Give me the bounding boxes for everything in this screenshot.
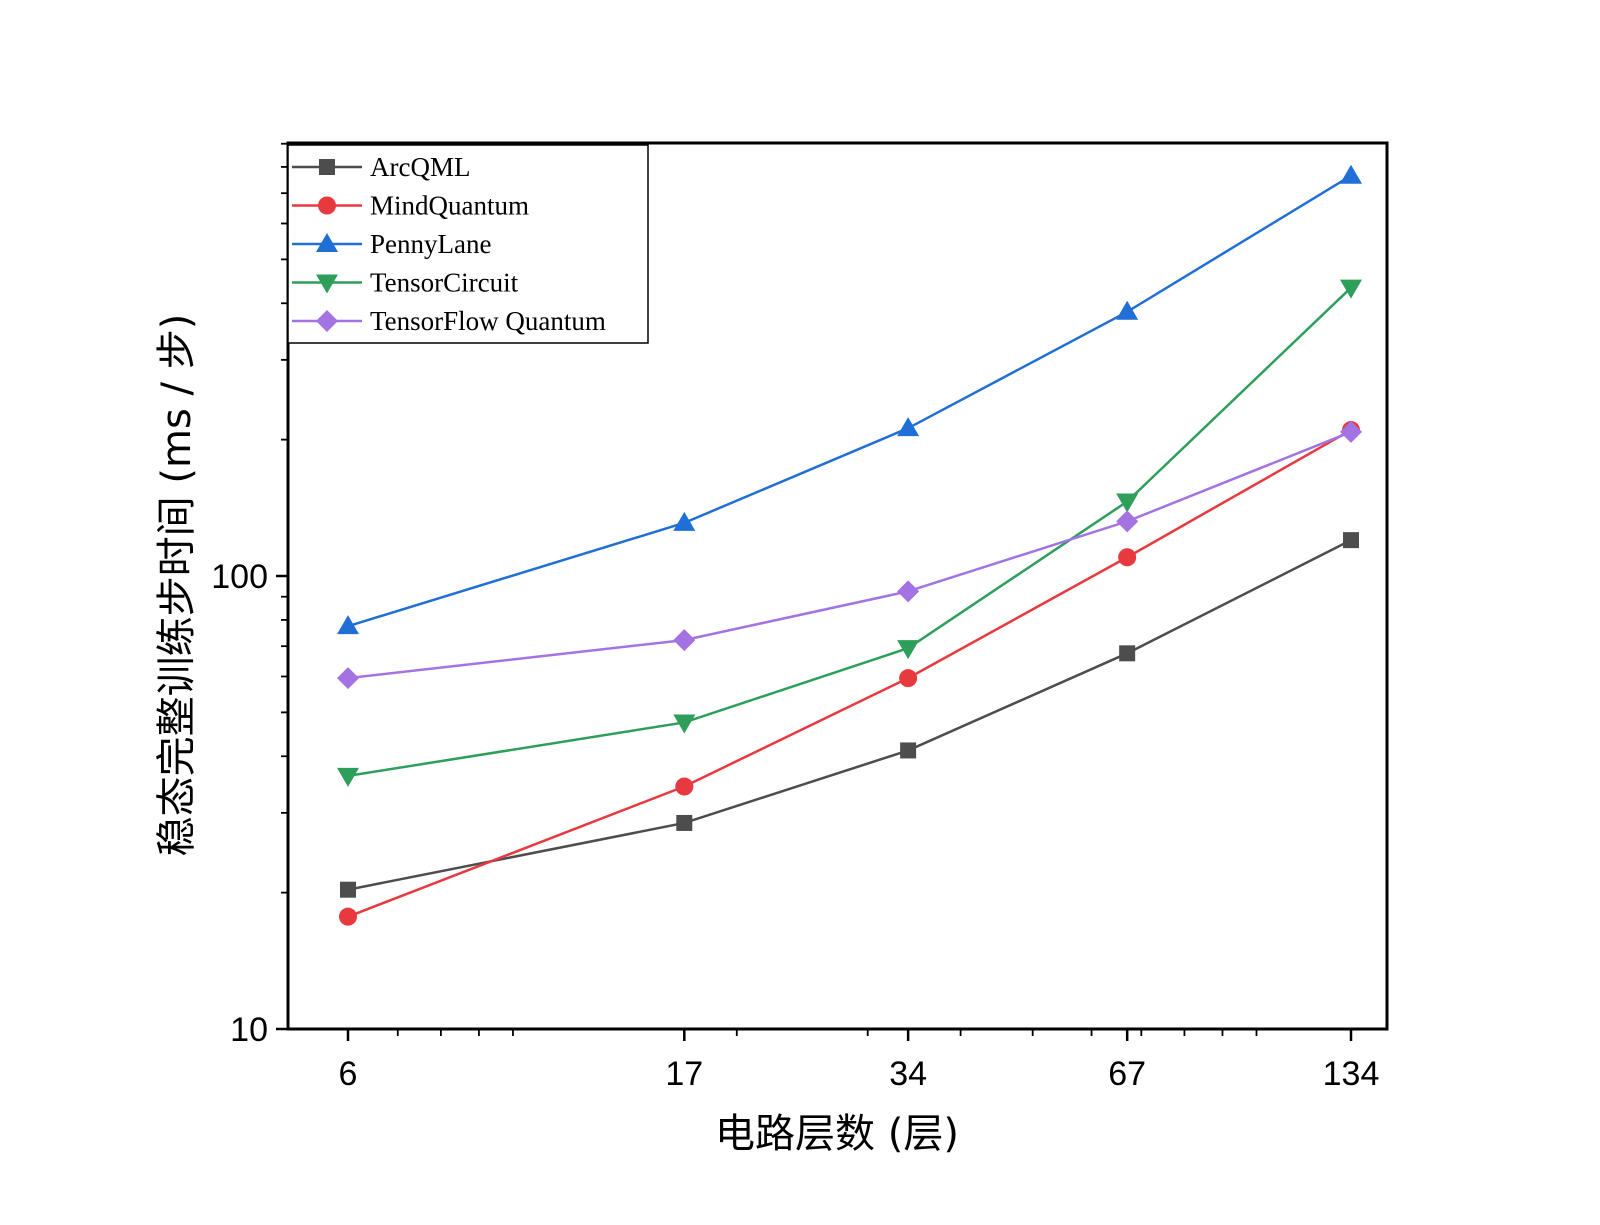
mindquantum-point: [339, 907, 357, 926]
legend-label: MindQuantum: [370, 191, 529, 221]
legend-entry-pennylane: PennyLane: [292, 229, 491, 259]
legend-entry-arcqml: ArcQML: [292, 152, 470, 182]
y-tick-label: 100: [211, 558, 268, 596]
y-tick-label: 10: [230, 1011, 268, 1049]
tensorcircuit-point: [897, 640, 920, 660]
tensorcircuit-point: [1340, 279, 1362, 299]
pennylane-point: [673, 511, 696, 531]
tensorflow-quantum-point: [897, 580, 920, 603]
legend-label: TensorCircuit: [370, 268, 519, 298]
legend: ArcQML MindQuantum PennyLane TensorCircuit T…: [287, 144, 649, 344]
tensorflow-quantum-point: [337, 667, 359, 690]
arcqml-point: [340, 881, 356, 898]
pennylane-point: [337, 615, 359, 635]
x-axis-title: 电路层数 (层): [715, 1111, 959, 1157]
mindquantum-line: [347, 428, 1352, 918]
mindquantum-point: [899, 669, 918, 688]
legend-label: TensorFlow Quantum: [370, 306, 606, 336]
legend-entry-mindquantum: MindQuantum: [292, 191, 529, 221]
y-axis-title: 稳态完整训练步时间 (ms / 步): [154, 314, 200, 857]
legend-entry-tensorcircuit: TensorCircuit: [292, 268, 519, 298]
arcqml-point: [1343, 532, 1359, 549]
arcqml-point: [676, 814, 693, 831]
series-pennylane: [337, 164, 1362, 635]
legend-marker: [316, 310, 338, 332]
tensorflow-quantum-point: [1340, 420, 1362, 443]
arcqml-point: [900, 742, 917, 759]
tensorflow-quantum-point: [673, 629, 696, 652]
x-tick-label: 17: [665, 1055, 703, 1093]
pennylane-point: [897, 417, 920, 437]
tensorcircuit-point: [673, 714, 696, 734]
mindquantum-point: [675, 777, 694, 796]
x-tick-label: 34: [889, 1055, 927, 1093]
legend-marker: [316, 233, 338, 252]
series-mindquantum: [339, 421, 1360, 926]
series-tensorflow-quantum: [337, 420, 1362, 690]
ticks-layer: 6 17 34 67 134 10 100: [211, 142, 1380, 1093]
series-arcqml: [340, 532, 1359, 898]
arcqml-point: [1119, 645, 1136, 662]
series-layer: [337, 164, 1362, 926]
mindquantum-point: [1118, 548, 1137, 567]
pennylane-point: [1340, 164, 1362, 184]
legend-marker: [318, 196, 336, 215]
legend-label: ArcQML: [370, 152, 470, 182]
x-tick-label: 67: [1108, 1055, 1146, 1093]
x-tick-label: 6: [339, 1055, 358, 1093]
plot-frame: [286, 141, 1389, 1031]
tensorcircuit-line: [347, 286, 1352, 778]
pennylane-point: [1116, 300, 1139, 320]
legend-marker: [319, 159, 335, 175]
tensorflow-quantum-line: [347, 430, 1352, 680]
tensorcircuit-point: [337, 767, 359, 787]
arcqml-line: [347, 539, 1352, 891]
tensorflow-quantum-point: [1116, 510, 1139, 533]
series-tensorcircuit: [337, 279, 1362, 787]
legend-entry-tensorflow-quantum: TensorFlow Quantum: [292, 306, 606, 336]
x-tick-label: 134: [1323, 1055, 1380, 1093]
legend-marker: [316, 274, 338, 294]
tensorcircuit-point: [1116, 493, 1139, 513]
legend-label: PennyLane: [370, 229, 491, 259]
